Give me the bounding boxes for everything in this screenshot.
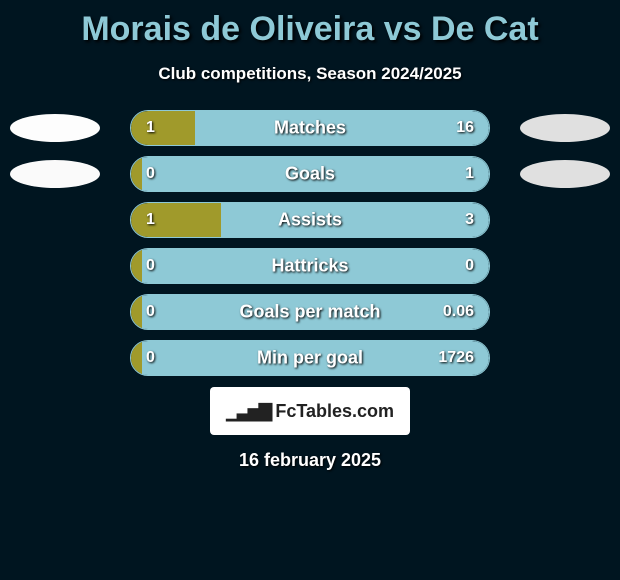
team-indicator-right (520, 114, 610, 142)
stat-label: Goals per match (239, 302, 380, 323)
bar-segment-left (131, 295, 142, 329)
stat-row: Matches 1 16 (10, 109, 610, 147)
snapshot-date: 16 february 2025 (239, 450, 381, 471)
stat-row: Goals per match 0 0.06 (10, 293, 610, 331)
stat-value-right: 1726 (438, 349, 474, 367)
season-subtitle: Club competitions, Season 2024/2025 (158, 64, 461, 84)
stat-bar: Goals 0 1 (130, 156, 490, 192)
stat-label: Min per goal (257, 348, 363, 369)
stat-value-right: 0.06 (443, 303, 474, 321)
stat-value-right: 16 (456, 119, 474, 137)
stat-bar: Min per goal 0 1726 (130, 340, 490, 376)
chart-bars-icon: ▁▃▅▇ (226, 401, 269, 422)
bar-segment-left (131, 111, 195, 145)
bar-segment-left (131, 157, 142, 191)
stat-value-right: 0 (465, 257, 474, 275)
stat-bar: Hattricks 0 0 (130, 248, 490, 284)
stats-area: Matches116Goals01Assists13Hattricks00Goa… (10, 109, 610, 377)
bar-segment-left (131, 341, 142, 375)
stat-value-left: 0 (146, 303, 155, 321)
stat-value-left: 0 (146, 257, 155, 275)
stat-row: Min per goal 0 1726 (10, 339, 610, 377)
stat-row: Assists 1 3 (10, 201, 610, 239)
stat-label: Goals (285, 164, 335, 185)
bar-segment-left (131, 203, 221, 237)
stat-row: Goals 0 1 (10, 155, 610, 193)
stat-label: Matches (274, 118, 346, 139)
stat-bar: Goals per match 0 0.06 (130, 294, 490, 330)
team-indicator-left (10, 160, 100, 188)
stat-value-left: 0 (146, 165, 155, 183)
stat-label: Hattricks (271, 256, 348, 277)
bar-segment-left (131, 249, 142, 283)
main-container: Morais de Oliveira vs De Cat Club compet… (0, 0, 620, 476)
stat-bar: Matches 1 16 (130, 110, 490, 146)
stat-value-right: 3 (465, 211, 474, 229)
stat-label: Assists (278, 210, 342, 231)
bar-segment-right (221, 203, 490, 237)
stat-row: Hattricks 0 0 (10, 247, 610, 285)
team-indicator-right (520, 160, 610, 188)
stat-value-left: 1 (146, 211, 155, 229)
footer-site-name: FcTables.com (275, 401, 394, 422)
team-indicator-left (10, 114, 100, 142)
comparison-title: Morais de Oliveira vs De Cat (81, 10, 538, 49)
footer-attribution[interactable]: ▁▃▅▇ FcTables.com (210, 387, 410, 435)
stat-value-right: 1 (465, 165, 474, 183)
stat-value-left: 0 (146, 349, 155, 367)
stat-bar: Assists 1 3 (130, 202, 490, 238)
stat-value-left: 1 (146, 119, 155, 137)
